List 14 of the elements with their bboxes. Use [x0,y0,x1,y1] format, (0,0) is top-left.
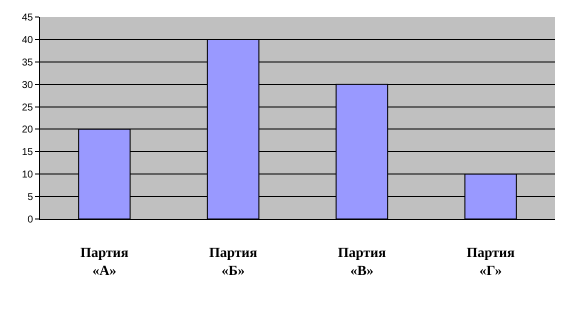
y-tick-label: 40 [22,34,34,46]
y-tick-label: 30 [22,80,34,91]
y-tick-label: 35 [22,57,34,68]
y-tick-label: 15 [22,147,34,158]
y-tick-label: 10 [22,170,34,181]
y-tick-label: 5 [27,192,34,204]
x-tick-label: Партия «В» [338,246,386,279]
x-tick-label: Партия «Г» [466,246,516,279]
x-tick-label: Партия «Б» [209,246,258,279]
y-tick-label: 45 [22,12,34,24]
y-tick-label: 20 [22,124,34,136]
y-tick-label: 0 [27,214,34,226]
x-tick-label: Партия «А» [80,246,129,279]
y-tick-label: 25 [22,102,34,114]
